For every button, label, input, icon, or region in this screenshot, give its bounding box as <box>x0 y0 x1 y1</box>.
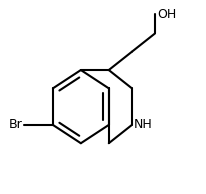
Text: NH: NH <box>134 118 153 131</box>
Text: Br: Br <box>8 118 22 131</box>
Text: OH: OH <box>157 8 176 21</box>
